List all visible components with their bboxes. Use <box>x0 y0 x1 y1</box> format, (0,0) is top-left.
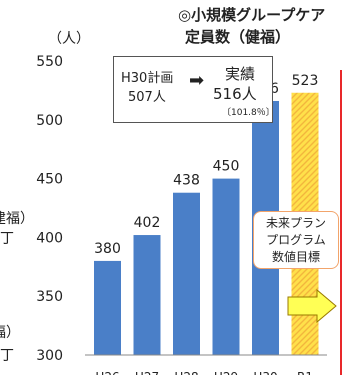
x-tick-label-H27: H27 <box>135 370 159 375</box>
chart-subtitle: 定員数（健福） <box>185 28 291 46</box>
future-plan-line2: プログラム <box>266 233 326 247</box>
x-tick-label-H28: H28 <box>174 370 198 375</box>
x-tick-label-R1: R1 <box>297 370 313 375</box>
y-tick-label-450: 450 <box>36 172 63 188</box>
y-tick-label-400: 400 <box>36 230 63 246</box>
left-text-fragment: ） <box>0 121 8 141</box>
plan-value: 507人 <box>128 90 166 105</box>
bar-H29 <box>212 178 240 355</box>
plan-vs-actual-box: H30計画 507人 ➡ 実績 516人 〔101.8％〕 <box>113 56 275 123</box>
left-text-fragment: ） <box>0 41 8 61</box>
chart-title: ◎小規模グループケア <box>178 6 326 24</box>
left-text-fragment: 丁 <box>0 348 14 364</box>
data-label-H29: 450 <box>213 159 240 175</box>
data-label-R1: 523 <box>292 73 319 89</box>
actual-label: 実績 <box>225 65 256 83</box>
plan-label: H30計画 <box>121 71 174 86</box>
bar-H28 <box>173 192 200 355</box>
future-plan-line3: 数値目標 <box>271 250 320 264</box>
yellow-arrow-icon <box>287 288 337 324</box>
y-tick-label-350: 350 <box>36 289 63 305</box>
x-tick-label-H26: H26 <box>95 370 119 375</box>
data-label-H28: 438 <box>173 173 200 189</box>
y-tick-label-550: 550 <box>36 54 63 70</box>
bar-H26 <box>94 260 121 355</box>
left-text-fragment: 丁 <box>0 231 14 247</box>
right-arrow-icon: ➡ <box>189 70 205 91</box>
bar-H27 <box>133 235 161 355</box>
future-plan-line1: 未来プラン <box>265 216 326 230</box>
actual-percent: 〔101.8％〕 <box>222 108 275 118</box>
y-axis-unit: （人） <box>48 31 90 47</box>
left-text-fragment: 建福） <box>0 211 34 227</box>
future-plan-target-box: 未来プラン プログラム 数値目標 <box>253 211 339 269</box>
left-text-fragment: 福） <box>0 325 20 341</box>
data-label-H27: 402 <box>134 215 161 231</box>
actual-value: 516人 <box>213 85 257 103</box>
y-tick-label-500: 500 <box>36 113 63 129</box>
data-label-H26: 380 <box>94 241 121 257</box>
y-tick-label-300: 300 <box>36 348 63 364</box>
x-tick-label-H30: H30 <box>253 370 277 375</box>
x-tick-label-H29: H29 <box>214 370 238 375</box>
